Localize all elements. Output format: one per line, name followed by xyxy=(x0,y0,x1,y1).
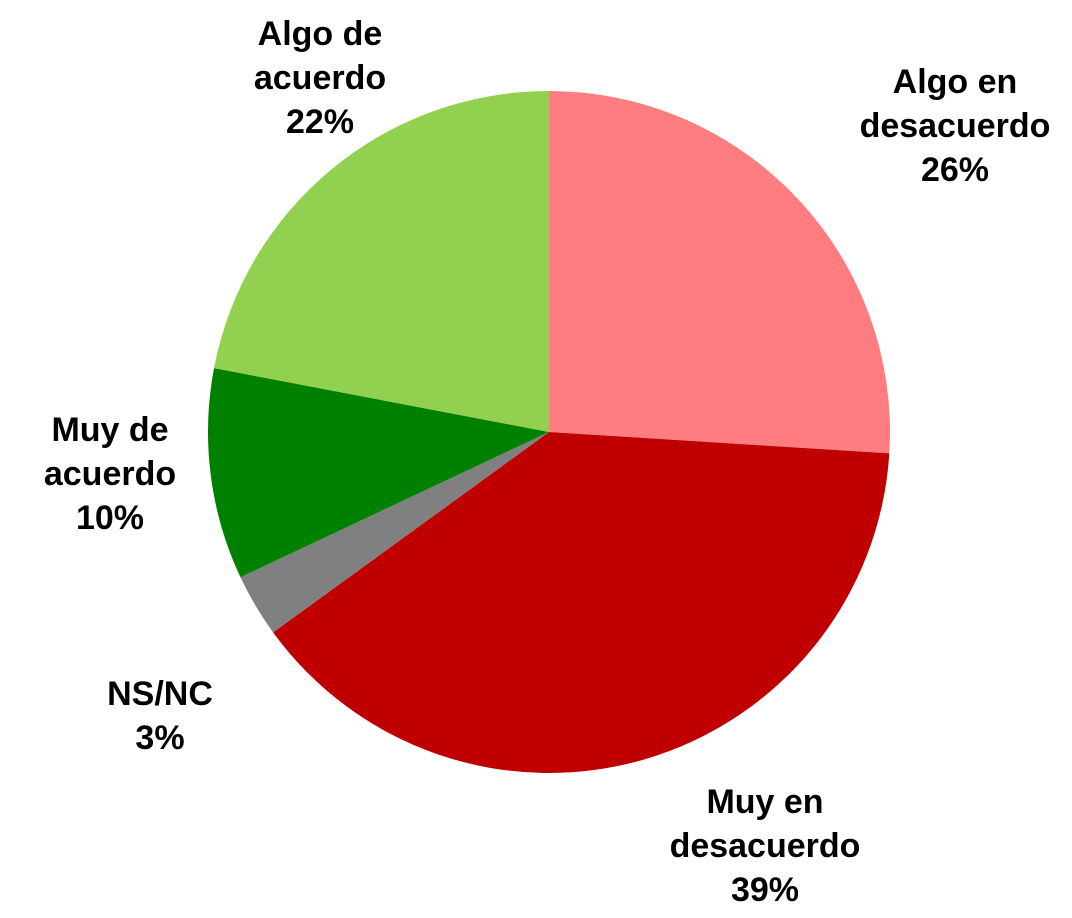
pie-slice xyxy=(549,91,890,454)
value-label: 3% xyxy=(135,719,185,757)
pie-slice xyxy=(214,91,550,432)
data-label: Muy en desacuerdo 39% xyxy=(655,780,875,912)
data-label: Algo de acuerdo 22% xyxy=(210,12,430,144)
category-label: Algo en desacuerdo xyxy=(859,63,1051,145)
value-label: 26% xyxy=(920,151,990,189)
pie-slice xyxy=(273,432,890,774)
value-label: 39% xyxy=(730,871,800,909)
category-label: Muy de acuerdo xyxy=(43,411,177,493)
data-label: NS/NC 3% xyxy=(50,672,270,760)
category-label: NS/NC xyxy=(107,675,213,713)
category-label: Algo de acuerdo xyxy=(253,15,387,97)
value-label: 22% xyxy=(285,103,355,141)
value-label: 10% xyxy=(75,499,145,537)
pie-slice xyxy=(240,432,549,633)
data-label: Algo en desacuerdo 26% xyxy=(845,60,1065,192)
category-label: Muy en desacuerdo xyxy=(669,783,861,865)
pie-slice xyxy=(208,368,549,578)
data-label: Muy de acuerdo 10% xyxy=(0,408,220,540)
